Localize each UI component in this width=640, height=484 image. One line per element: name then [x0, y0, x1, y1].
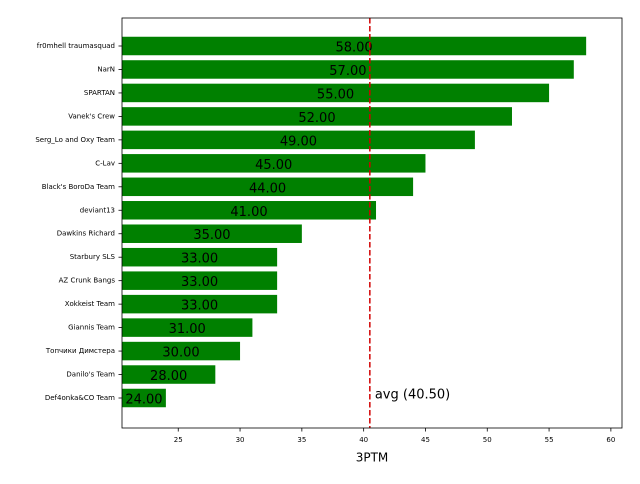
value-label: 55.00: [317, 87, 354, 102]
y-tick-label: Топчики Димстера: [45, 347, 115, 355]
x-axis-label: 3PTM: [356, 451, 389, 465]
y-tick-label: C-Lav: [95, 159, 115, 167]
axes-frame: [121, 17, 623, 429]
y-tick-label: SPARTAN: [84, 89, 115, 97]
x-tick-label: 50: [483, 436, 492, 444]
bar: [122, 341, 241, 361]
value-label: 28.00: [150, 369, 187, 384]
y-tick-label: AZ Crunk Bangs: [59, 277, 116, 285]
value-label: 33.00: [181, 299, 218, 314]
x-tick-label: 60: [606, 436, 615, 444]
plot-area: [122, 36, 587, 408]
y-tick-label: fr0mhell traumasquad: [37, 42, 115, 50]
value-label: 57.00: [329, 64, 366, 79]
y-tick-label: Starbury SLS: [70, 253, 116, 261]
value-label: 33.00: [181, 252, 218, 267]
bar: [122, 154, 426, 173]
average-label: avg (40.50): [375, 388, 450, 403]
value-label: 31.00: [169, 322, 206, 337]
value-label: 44.00: [249, 181, 286, 196]
x-tick-label: 55: [545, 436, 554, 444]
x-tick-label: 45: [421, 436, 430, 444]
bar: [122, 224, 302, 243]
y-tick-label: Giannis Team: [68, 324, 115, 332]
value-label: 41.00: [230, 205, 267, 220]
x-tick-label: 25: [174, 436, 183, 444]
bar: [122, 318, 253, 337]
value-label: 35.00: [193, 228, 230, 243]
value-label: 49.00: [280, 134, 317, 149]
bar: [122, 177, 414, 197]
y-tick-label: Black's BoroDa Team: [42, 183, 115, 191]
y-tick-label: Xokkeist Team: [65, 300, 115, 308]
value-label: 24.00: [125, 393, 162, 408]
value-label: 30.00: [162, 346, 199, 361]
bar: [122, 388, 166, 408]
x-tick-label: 35: [297, 436, 306, 444]
value-label: 45.00: [255, 158, 292, 173]
bar: [122, 271, 278, 290]
y-tick-label: Vanek's Crew: [68, 112, 115, 120]
bar: [122, 130, 475, 150]
y-tick-label: deviant13: [80, 206, 115, 214]
y-tick-label: NarN: [97, 65, 115, 73]
bar: [122, 294, 278, 314]
value-label: 33.00: [181, 275, 218, 290]
bar: [122, 107, 512, 126]
bar: [122, 247, 278, 267]
x-tick-label: 40: [359, 436, 368, 444]
y-tick-label: Serg_Lo and Oxy Team: [35, 136, 115, 144]
y-tick-label: Dawkins Richard: [57, 230, 115, 238]
bar: [122, 36, 587, 56]
x-tick-label: 30: [236, 436, 245, 444]
y-tick-label: Def4onka&CO Team: [45, 394, 115, 402]
y-tick-label: Danilo's Team: [66, 371, 115, 379]
bar: [122, 60, 574, 79]
value-label: 52.00: [298, 111, 335, 126]
bar: [122, 201, 377, 220]
value-label: 58.00: [335, 41, 372, 56]
bar: [122, 365, 216, 384]
bar: [122, 83, 550, 103]
